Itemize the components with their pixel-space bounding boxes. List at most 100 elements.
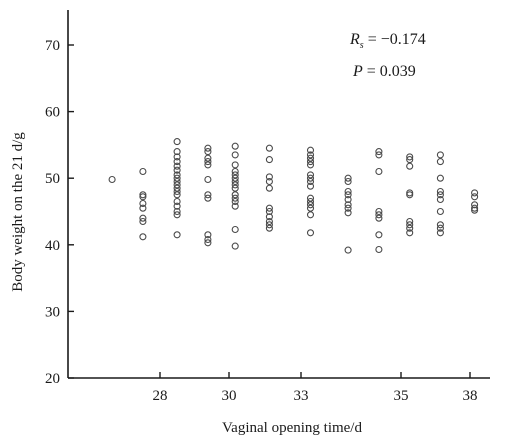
axes: 20 30 40 50 60 70 28 30 33 35 38 [45, 10, 490, 404]
data-point [344, 177, 352, 186]
y-tick-label: 40 [45, 238, 60, 254]
data-point [406, 229, 414, 237]
data-point [265, 144, 273, 152]
data-point [306, 204, 315, 212]
data-point [231, 174, 239, 182]
data-point [265, 173, 273, 181]
data-point [173, 184, 181, 192]
data-point [231, 191, 239, 199]
data-point [306, 201, 315, 209]
data-point [375, 214, 383, 222]
data-point [436, 187, 444, 196]
data-point [231, 151, 239, 159]
data-point [306, 229, 315, 237]
p-value: = 0.039 [363, 63, 416, 80]
data-point [344, 246, 352, 254]
data-point [265, 213, 273, 221]
y-axis-title: Body weight on the 21 d/g [10, 132, 26, 292]
data-point [204, 191, 212, 199]
data-point [231, 167, 239, 176]
data-point [139, 199, 147, 208]
data-point [344, 195, 352, 204]
data-point [173, 191, 181, 199]
y-tick-label: 50 [45, 171, 60, 187]
data-point [265, 156, 273, 164]
data-point [173, 153, 181, 161]
data-point [173, 158, 181, 166]
data-point [344, 174, 352, 182]
data-point [173, 231, 181, 239]
data-point [231, 161, 239, 169]
data-point [436, 195, 444, 204]
data-point [173, 162, 181, 170]
data-point [306, 174, 315, 182]
data-point [204, 154, 212, 162]
data-point [139, 167, 147, 176]
data-point [436, 224, 444, 232]
data-point [306, 194, 315, 202]
data-point [231, 225, 239, 234]
data-point [306, 182, 315, 190]
data-point [204, 158, 212, 166]
data-point [108, 175, 116, 184]
data-point [306, 161, 315, 169]
data-point [375, 148, 383, 156]
data-point [344, 201, 352, 209]
data-point [375, 151, 383, 159]
data-point [139, 214, 147, 222]
x-tick-label: 33 [294, 388, 309, 404]
data-point [406, 221, 414, 229]
data-point [471, 193, 479, 201]
data-point [204, 161, 212, 169]
data-point [231, 194, 239, 202]
data-point [204, 231, 212, 239]
data-point [265, 177, 273, 186]
rs-subscript: s [360, 40, 364, 51]
data-point [204, 235, 212, 244]
data-point [231, 171, 239, 179]
data-point [306, 177, 315, 186]
data-point [173, 187, 181, 196]
data-point [231, 177, 239, 186]
data-point [139, 191, 147, 199]
scatter-points [108, 138, 479, 254]
data-point [204, 175, 212, 184]
x-tick-label: 30 [222, 388, 237, 404]
data-point [436, 229, 444, 237]
y-tick-label: 20 [45, 371, 60, 387]
x-axis-title: Vaginal opening time/d [222, 420, 362, 436]
rs-value: = −0.174 [364, 31, 426, 48]
data-point [204, 194, 212, 202]
data-point [173, 211, 181, 219]
data-point [436, 191, 444, 199]
x-tick-label: 38 [463, 388, 478, 404]
data-point [306, 154, 315, 162]
data-point [306, 197, 315, 206]
data-point [406, 189, 414, 197]
data-point [231, 142, 239, 150]
data-point [231, 184, 239, 192]
data-point [173, 166, 181, 174]
data-point [406, 191, 414, 199]
rs-symbol: R [349, 31, 360, 48]
data-point [375, 167, 383, 176]
y-tick-label: 60 [45, 105, 60, 121]
x-tick-label: 28 [153, 388, 168, 404]
data-point [406, 153, 414, 161]
data-point [471, 201, 479, 209]
data-point [204, 144, 212, 152]
data-point [406, 162, 414, 170]
data-point [204, 148, 212, 156]
data-point [344, 209, 352, 217]
data-point [265, 204, 273, 212]
data-point [139, 204, 147, 212]
data-point [173, 148, 181, 156]
data-point [231, 197, 239, 206]
data-point [173, 202, 181, 210]
data-point [344, 191, 352, 199]
y-tick-label: 30 [45, 304, 60, 320]
x-tick-label: 35 [394, 388, 409, 404]
data-point [436, 158, 444, 166]
data-point [471, 206, 479, 214]
data-point [265, 221, 273, 229]
